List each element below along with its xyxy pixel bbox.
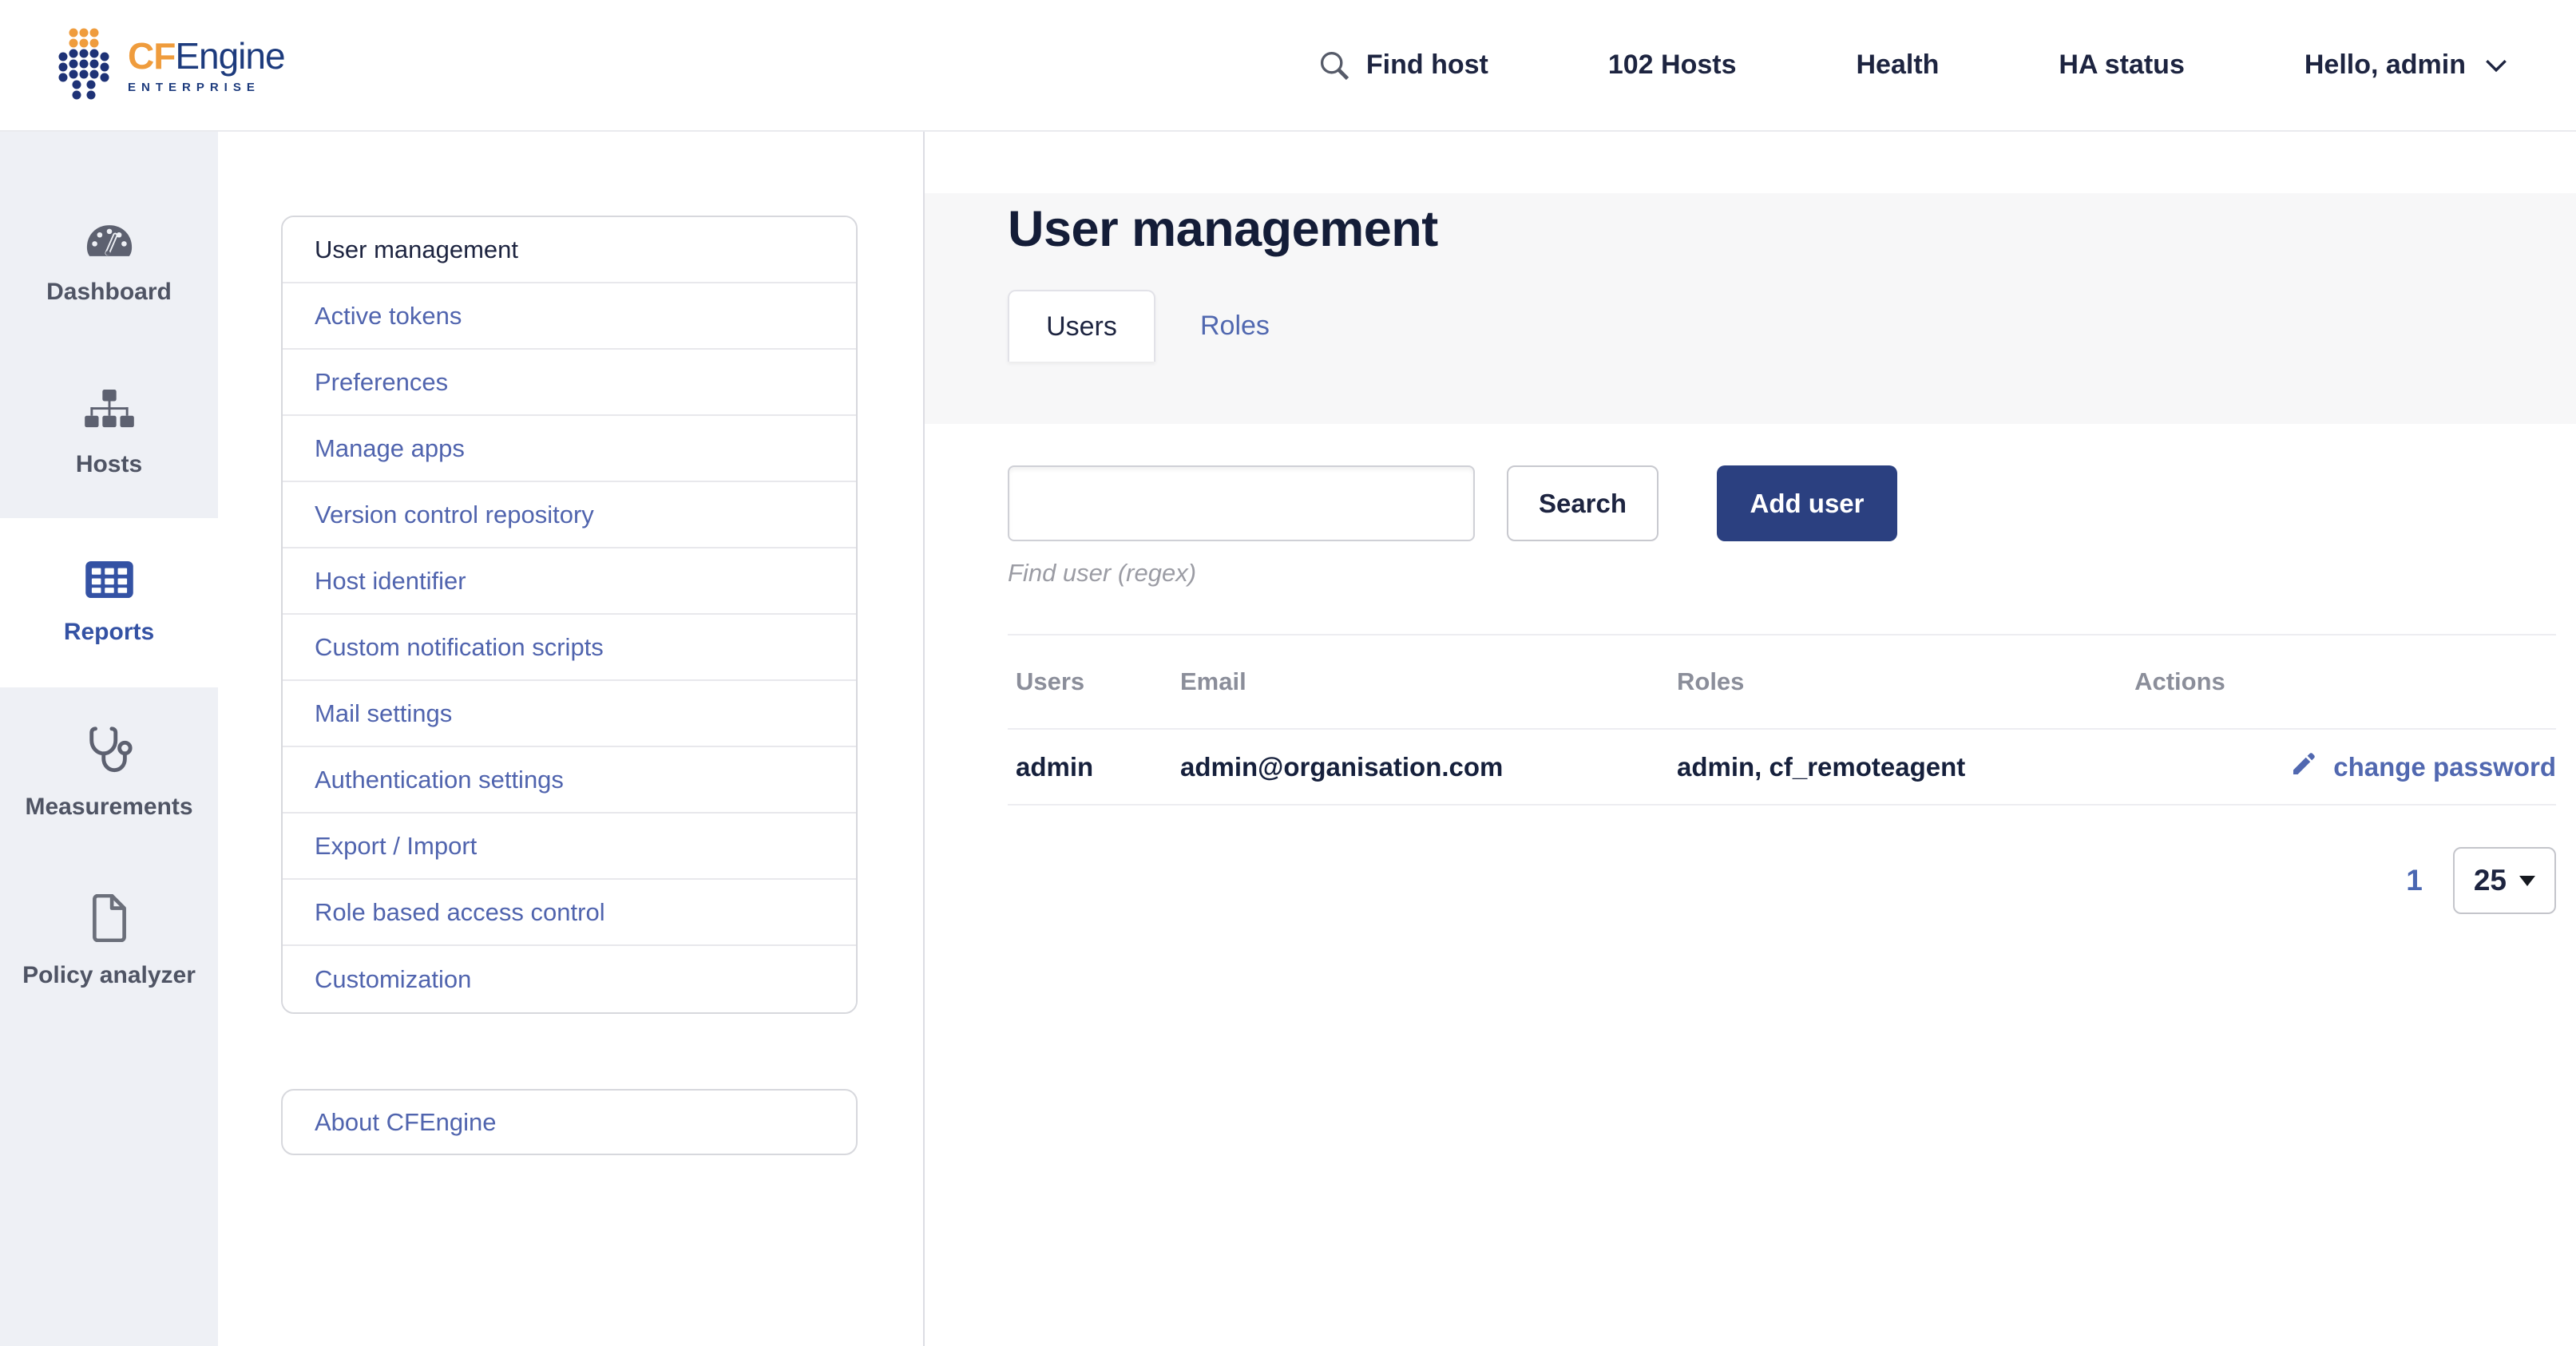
find-user-hint: Find user (regex)	[1008, 559, 1197, 587]
tab-roles[interactable]: Roles	[1200, 310, 1270, 341]
gauge-icon	[85, 223, 134, 263]
sidebar: Dashboard Hosts	[0, 132, 218, 1346]
actions-cell: change password	[2134, 729, 2556, 806]
nav-ha-status[interactable]: HA status	[2059, 49, 2184, 81]
sidebar-item-dashboard[interactable]: Dashboard	[0, 180, 218, 349]
search-icon	[1317, 48, 1352, 83]
email-cell: admin@organisation.com	[1180, 729, 1677, 806]
caret-down-icon	[2519, 875, 2535, 886]
sidebar-item-measurements[interactable]: Measurements	[0, 687, 218, 857]
menu-item-active-tokens[interactable]: Active tokens	[283, 283, 856, 350]
menu-item-role-based-access-control[interactable]: Role based access control	[283, 880, 856, 946]
menu-item-export-import[interactable]: Export / Import	[283, 814, 856, 880]
stethoscope-icon	[85, 724, 133, 778]
cfengine-logo[interactable]: CFEngine ENTERPRISE	[57, 26, 286, 104]
nav-ha-status-label: HA status	[2059, 49, 2185, 80]
menu-item-customization[interactable]: Customization	[283, 946, 856, 1012]
user-cell: admin	[1008, 729, 1180, 806]
main-top-gap	[925, 132, 2576, 193]
column-header-actions: Actions	[2134, 635, 2556, 730]
nav-health-label: Health	[1856, 49, 1940, 80]
nav-hosts-count-label: 102 Hosts	[1607, 49, 1737, 80]
logo-subtitle: ENTERPRISE	[128, 80, 260, 94]
column-header-users: Users	[1008, 635, 1180, 730]
menu-item-about-cfengine[interactable]: About CFEngine	[281, 1089, 858, 1155]
add-user-button[interactable]: Add user	[1717, 465, 1897, 541]
document-icon	[90, 893, 129, 946]
table-row: admin admin@organisation.com admin, cf_r…	[1008, 729, 2556, 806]
settings-menu-column: User management Active tokens Preference…	[218, 132, 925, 1346]
pencil-icon	[2290, 750, 2317, 784]
column-header-email: Email	[1180, 635, 1677, 730]
sidebar-item-policy-analyzer[interactable]: Policy analyzer	[0, 857, 218, 1026]
column-header-roles: Roles	[1677, 635, 2135, 730]
menu-item-user-management[interactable]: User management	[283, 217, 856, 283]
tab-users[interactable]: Users	[1008, 290, 1155, 362]
roles-cell: admin, cf_remoteagent	[1677, 729, 2135, 806]
menu-item-custom-notification-scripts[interactable]: Custom notification scripts	[283, 615, 856, 681]
users-table: Users Email Roles Actions admin admin@or…	[1008, 634, 2556, 806]
page-title: User management	[1008, 201, 1438, 257]
settings-menu: User management Active tokens Preference…	[281, 216, 858, 1014]
top-header: CFEngine ENTERPRISE Find host 102 Hosts …	[0, 0, 2576, 132]
sidebar-item-label: Measurements	[25, 793, 193, 820]
user-menu[interactable]: Hello, admin	[2305, 49, 2512, 81]
search-button[interactable]: Search	[1507, 465, 1659, 541]
sidebar-item-label: Policy analyzer	[22, 961, 196, 988]
menu-item-mail-settings[interactable]: Mail settings	[283, 681, 856, 747]
logo-cf: CF	[128, 34, 176, 77]
nav-find-host[interactable]: Find host	[1317, 48, 1488, 83]
main-content: User management Users Roles Search Add u…	[925, 132, 2576, 1346]
sidebar-item-label: Reports	[63, 618, 155, 645]
page-size-value: 25	[2473, 864, 2507, 897]
table-header-row: Users Email Roles Actions	[1008, 635, 2556, 730]
logo-engine: Engine	[175, 34, 285, 77]
nav-hosts-count[interactable]: 102 Hosts	[1608, 49, 1737, 81]
find-user-input[interactable]	[1008, 465, 1475, 541]
change-password-label: change password	[2333, 751, 2556, 782]
sidebar-item-label: Hosts	[75, 450, 143, 477]
app-body: Dashboard Hosts	[0, 132, 2576, 1346]
tab-bar: Users Roles	[1008, 290, 2576, 362]
sitemap-icon	[84, 389, 134, 435]
change-password-link[interactable]: change password	[2290, 750, 2556, 784]
chevron-down-icon	[2480, 49, 2512, 81]
page-size-dropdown[interactable]: 25	[2452, 847, 2556, 914]
menu-item-authentication-settings[interactable]: Authentication settings	[283, 747, 856, 814]
page-header-band: User management Users Roles	[925, 193, 2576, 424]
page-number[interactable]: 1	[2406, 864, 2423, 897]
menu-item-manage-apps[interactable]: Manage apps	[283, 416, 856, 482]
sidebar-item-hosts[interactable]: Hosts	[0, 349, 218, 518]
cfengine-logo-text: CFEngine ENTERPRISE	[128, 34, 286, 94]
sidebar-item-label: Dashboard	[46, 279, 172, 305]
pagination: 1 25	[1008, 847, 2556, 914]
nav-find-host-label: Find host	[1365, 49, 1488, 80]
nav-health[interactable]: Health	[1857, 49, 1940, 81]
table-icon	[85, 560, 134, 603]
users-panel: Search Add user Find user (regex) Users …	[925, 424, 2576, 914]
sidebar-item-reports[interactable]: Reports	[0, 518, 218, 687]
menu-item-version-control-repository[interactable]: Version control repository	[283, 482, 856, 548]
user-menu-label: Hello, admin	[2304, 49, 2466, 80]
cfengine-logo-icon	[57, 26, 110, 104]
top-nav: Find host 102 Hosts Health HA status Hel…	[1317, 48, 2512, 83]
user-search-row: Search Add user	[1008, 465, 2556, 541]
menu-item-preferences[interactable]: Preferences	[283, 350, 856, 416]
menu-item-host-identifier[interactable]: Host identifier	[283, 548, 856, 615]
